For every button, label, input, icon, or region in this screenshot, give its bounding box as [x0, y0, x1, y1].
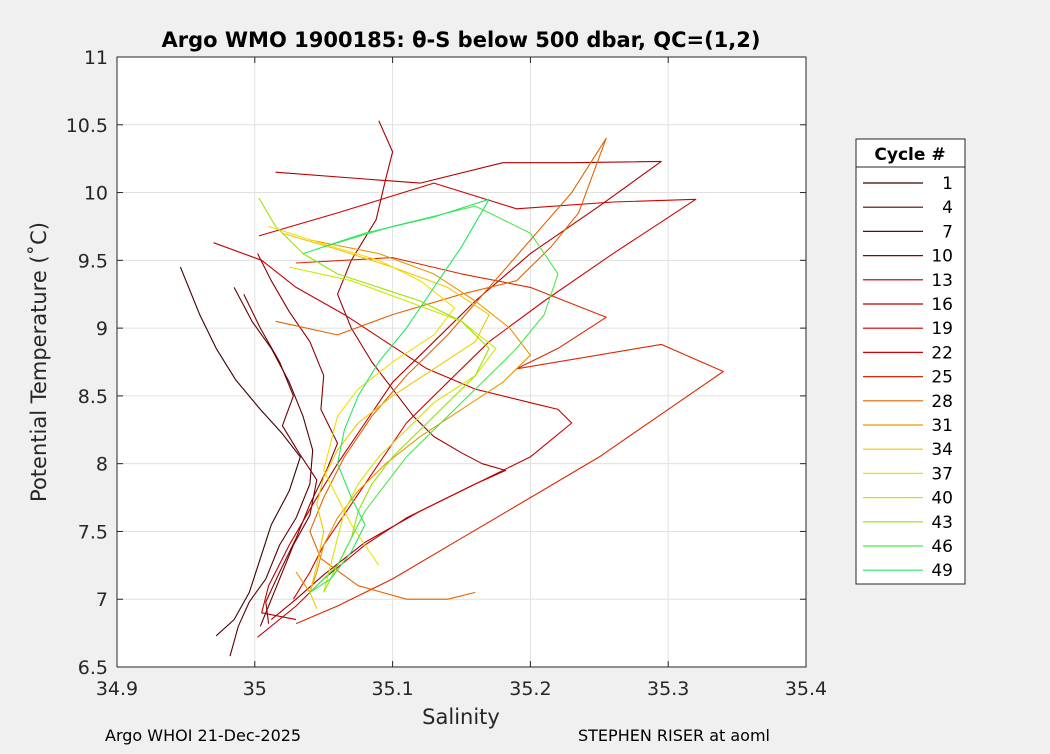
- legend: Cycle # 1 4 7 10 13 16 19 22 25 28 31 34 37 40 43 46 49: [855, 138, 966, 585]
- y-tick-label: 6.5: [78, 657, 108, 679]
- series-line-cycle-37: [268, 225, 456, 566]
- legend-label-46: 46: [931, 537, 953, 557]
- y-tick-label: 8: [96, 454, 108, 476]
- legend-label-28: 28: [931, 392, 953, 412]
- series-lines: [179, 120, 724, 657]
- x-tick-label: 34.9: [96, 678, 138, 700]
- y-tick-label: 9: [96, 318, 108, 340]
- legend-label-25: 25: [931, 368, 953, 388]
- chart-title: Argo WMO 1900185: θ-S below 500 dbar, QC…: [162, 28, 761, 52]
- series-line-cycle-34: [282, 232, 490, 609]
- legend-entries: 1 4 7 10 13 16 19 22 25 28 31 34 37 40 43 46 49: [863, 174, 953, 581]
- x-tick-label: 35.4: [785, 678, 827, 700]
- series-line-cycle-1: [179, 266, 301, 637]
- legend-label-13: 13: [931, 271, 953, 291]
- plot-area: [117, 57, 806, 667]
- series-line-cycle-25: [295, 257, 724, 625]
- footer-left: Argo WHOI 21-Dec-2025: [105, 726, 301, 745]
- legend-label-10: 10: [931, 247, 953, 267]
- series-line-cycle-46: [309, 205, 559, 593]
- legend-label-40: 40: [931, 489, 953, 509]
- x-tick-label: 35.1: [371, 678, 413, 700]
- legend-title: Cycle #: [874, 145, 945, 165]
- x-tick-label: 35.2: [509, 678, 551, 700]
- y-tick-label: 9.5: [78, 250, 108, 272]
- y-tick-label: 7.5: [78, 521, 108, 543]
- legend-label-16: 16: [931, 295, 953, 315]
- legend-label-34: 34: [931, 440, 953, 460]
- x-tick-label: 35: [243, 678, 267, 700]
- plot-frame: [116, 56, 807, 668]
- y-axis-ticks: 6.5 7 7.5 8 8.5 9 9.5 10 10.5 11: [66, 47, 806, 679]
- y-tick-label: 8.5: [78, 386, 108, 408]
- y-axis-label: Potential Temperature (˚C): [27, 222, 51, 502]
- series-line-cycle-43: [258, 197, 490, 593]
- series-line-cycle-10: [257, 253, 339, 624]
- legend-label-1: 1: [942, 174, 953, 194]
- series-line-cycle-22: [258, 182, 697, 600]
- series-line-cycle-19: [213, 242, 573, 638]
- grid: [116, 56, 807, 668]
- footer-right: STEPHEN RISER at aoml: [578, 726, 770, 745]
- legend-label-7: 7: [942, 222, 953, 242]
- y-tick-label: 10.5: [66, 115, 108, 137]
- y-tick-label: 11: [84, 47, 108, 69]
- x-tick-label: 35.3: [647, 678, 689, 700]
- legend-label-37: 37: [931, 464, 953, 484]
- legend-label-43: 43: [931, 513, 953, 533]
- x-axis-label: Salinity: [422, 705, 500, 729]
- legend-label-49: 49: [931, 561, 953, 581]
- y-tick-label: 7: [96, 589, 108, 611]
- legend-label-31: 31: [931, 416, 953, 436]
- y-tick-label: 10: [84, 183, 108, 205]
- legend-label-4: 4: [942, 198, 953, 218]
- series-line-cycle-28: [275, 137, 607, 600]
- series-line-cycle-16: [261, 160, 662, 621]
- legend-label-22: 22: [931, 343, 953, 363]
- series-line-cycle-40: [289, 266, 497, 593]
- legend-box: [855, 138, 966, 585]
- legend-label-19: 19: [931, 319, 953, 339]
- x-axis-ticks: 34.9 35 35.1 35.2 35.3 35.4: [96, 57, 827, 700]
- series-line-cycle-49: [302, 198, 490, 593]
- series-line-cycle-7: [243, 293, 318, 627]
